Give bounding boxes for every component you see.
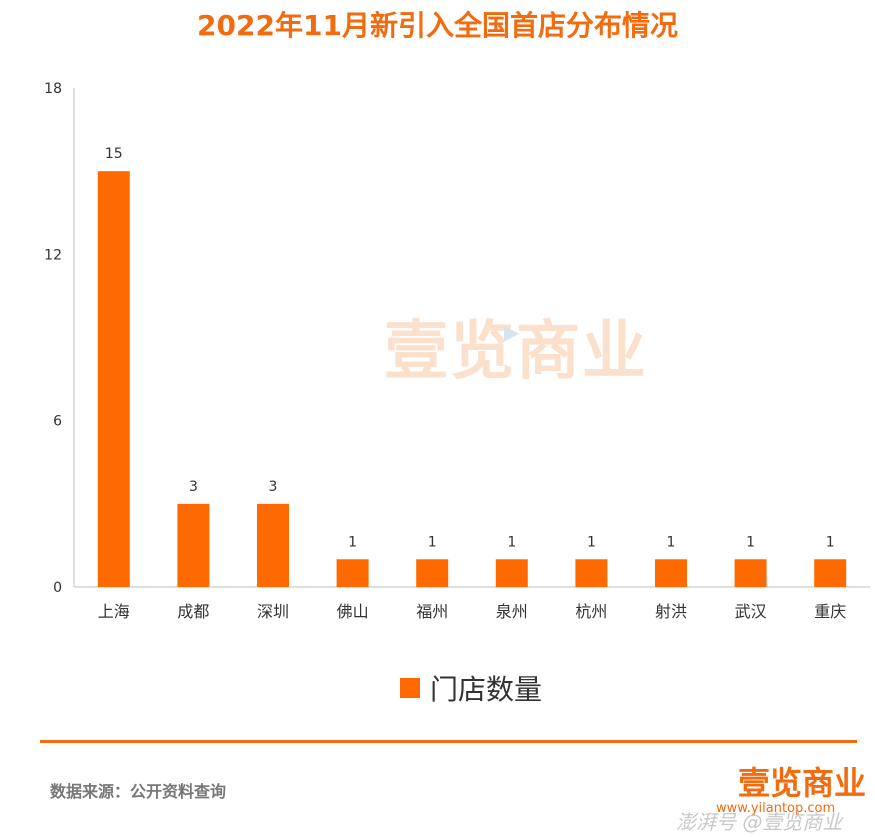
bar bbox=[655, 559, 687, 587]
x-tick-label: 射洪 bbox=[655, 602, 687, 621]
bar bbox=[177, 503, 210, 587]
bar bbox=[734, 559, 767, 587]
y-tick-label: 0 bbox=[53, 580, 62, 596]
x-tick-label: 成都 bbox=[177, 602, 209, 621]
chart-title: 2022年11月新引入全国首店分布情况 bbox=[197, 9, 678, 42]
watermark: 壹览商业 ▶ bbox=[384, 300, 648, 392]
bar bbox=[575, 559, 608, 587]
bar bbox=[416, 559, 449, 587]
data-source: 数据来源：公开资料查询 bbox=[50, 782, 227, 801]
x-tick-label: 深圳 bbox=[257, 602, 289, 621]
x-tick-label: 泉州 bbox=[496, 602, 528, 621]
data-label: 1 bbox=[507, 534, 516, 550]
x-tick-label: 佛山 bbox=[337, 602, 369, 621]
data-label: 1 bbox=[428, 534, 437, 550]
play-icon: ▶ bbox=[504, 320, 522, 344]
credit-text: 澎湃号 @壹览商业 bbox=[676, 810, 843, 834]
data-label: 1 bbox=[746, 534, 755, 550]
y-tick-label: 6 bbox=[53, 414, 62, 430]
x-tick-label: 福州 bbox=[416, 602, 448, 621]
x-tick-label: 武汉 bbox=[735, 602, 767, 621]
data-label: 1 bbox=[348, 534, 357, 550]
data-label: 3 bbox=[189, 479, 198, 495]
bar-chart: 0 6 12 18 15 上海 3 成都 3 深圳 1 佛山 1 福州 1 泉州 1 杭州 1 射洪 1 武汉 1 重庆 bbox=[44, 81, 870, 621]
brand-logo: 壹览商业 bbox=[738, 764, 867, 802]
footer-divider bbox=[40, 740, 857, 743]
data-label: 15 bbox=[105, 146, 123, 162]
data-label: 1 bbox=[587, 534, 596, 550]
bar bbox=[336, 559, 369, 587]
y-tick-label: 12 bbox=[44, 247, 62, 263]
legend-label: 门店数量 bbox=[430, 673, 543, 706]
x-tick-label: 上海 bbox=[98, 602, 130, 621]
x-tick-label: 重庆 bbox=[814, 602, 846, 621]
x-tick-label: 杭州 bbox=[575, 602, 607, 621]
bar bbox=[97, 171, 130, 587]
bar bbox=[814, 559, 847, 587]
legend: 门店数量 bbox=[400, 668, 542, 708]
data-label: 1 bbox=[826, 534, 835, 550]
y-tick-label: 18 bbox=[44, 81, 62, 97]
legend-swatch bbox=[400, 678, 420, 698]
data-label: 3 bbox=[269, 479, 278, 495]
watermark-text: 壹览商业 bbox=[384, 315, 648, 389]
bar bbox=[495, 559, 528, 587]
data-label: 1 bbox=[667, 534, 676, 550]
brand-url: www.yilantop.com bbox=[716, 801, 836, 816]
bar bbox=[257, 503, 289, 587]
